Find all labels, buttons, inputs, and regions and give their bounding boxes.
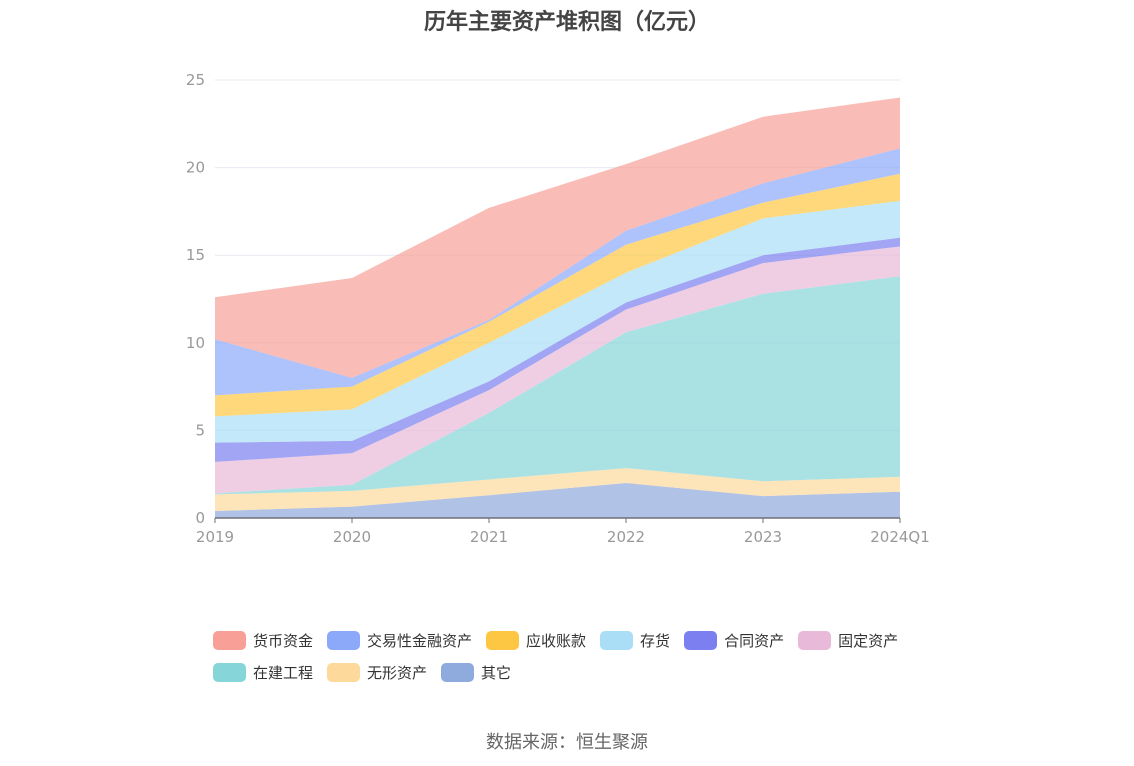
legend-swatch [684,630,718,650]
legend-label: 货币资金 [253,631,314,650]
area-series-3 [215,246,900,494]
legend-swatch [798,630,832,650]
legend-swatch [327,630,361,650]
x-tick-label: 2022 [607,528,645,546]
legend-item[interactable]: 在建工程 [213,662,313,682]
legend-item[interactable]: 应收账款 [486,630,586,650]
legend-swatch [327,662,361,682]
source-text: 数据来源：恒生聚源 [486,732,648,753]
y-tick-label: 25 [186,71,205,89]
axis-layer: 0 5 10 15 20 25 2019 2020 2021 2022 2023 2024Q1 [186,71,930,546]
y-tick-label: 15 [186,246,205,264]
area-series-5 [215,200,900,443]
chart-title: 历年主要资产堆积图（亿元） [423,10,710,35]
area-layer [215,97,900,518]
legend-item[interactable]: 无形资产 [327,662,427,682]
legend-swatch [213,662,246,682]
y-tick-label: 5 [195,421,205,439]
legend-swatch [600,630,634,650]
area-series-6 [215,173,900,417]
legend-swatch [486,630,520,650]
y-tick-label: 0 [195,509,205,527]
legend-item[interactable]: 存货 [600,630,670,650]
legend-label: 无形资产 [367,663,428,682]
area-series-4 [215,237,900,462]
legend: 货币资金 交易性金融资产 应收账款 存货 合同资产 固定资产在建工程 无形资产 其它 [213,630,973,682]
x-tick-label: 2019 [196,528,234,546]
y-tick-label: 10 [186,334,205,352]
x-tick-label: 2020 [333,528,371,546]
legend-item[interactable]: 固定资产 [798,630,898,650]
legend-label: 应收账款 [526,631,587,650]
legend-item[interactable]: 其它 [441,662,511,682]
legend-swatch [213,630,246,650]
legend-item[interactable]: 交易性金融资产 [327,630,472,650]
legend-label: 在建工程 [253,663,314,682]
area-series-8 [215,97,900,378]
legend-label: 其它 [481,663,512,682]
y-tick-label: 20 [186,159,205,177]
x-tick-label: 2023 [744,528,782,546]
legend-swatch [441,662,475,682]
legend-label: 合同资产 [724,631,785,650]
x-tick-label: 2024Q1 [870,528,930,546]
legend-label: 交易性金融资产 [367,631,473,650]
area-series-7 [215,148,900,396]
legend-label: 存货 [640,631,671,650]
chart-svg: 0 5 10 15 20 25 2019 2020 2021 2022 2023 2024Q1 [186,71,930,546]
area-series-2 [215,276,900,495]
area-series-0 [215,482,900,518]
area-series-1 [215,468,900,511]
x-tick-label: 2021 [470,528,508,546]
legend-label: 固定资产 [838,631,899,650]
legend-item[interactable]: 合同资产 [684,630,784,650]
legend-item[interactable]: 货币资金 [213,630,313,650]
